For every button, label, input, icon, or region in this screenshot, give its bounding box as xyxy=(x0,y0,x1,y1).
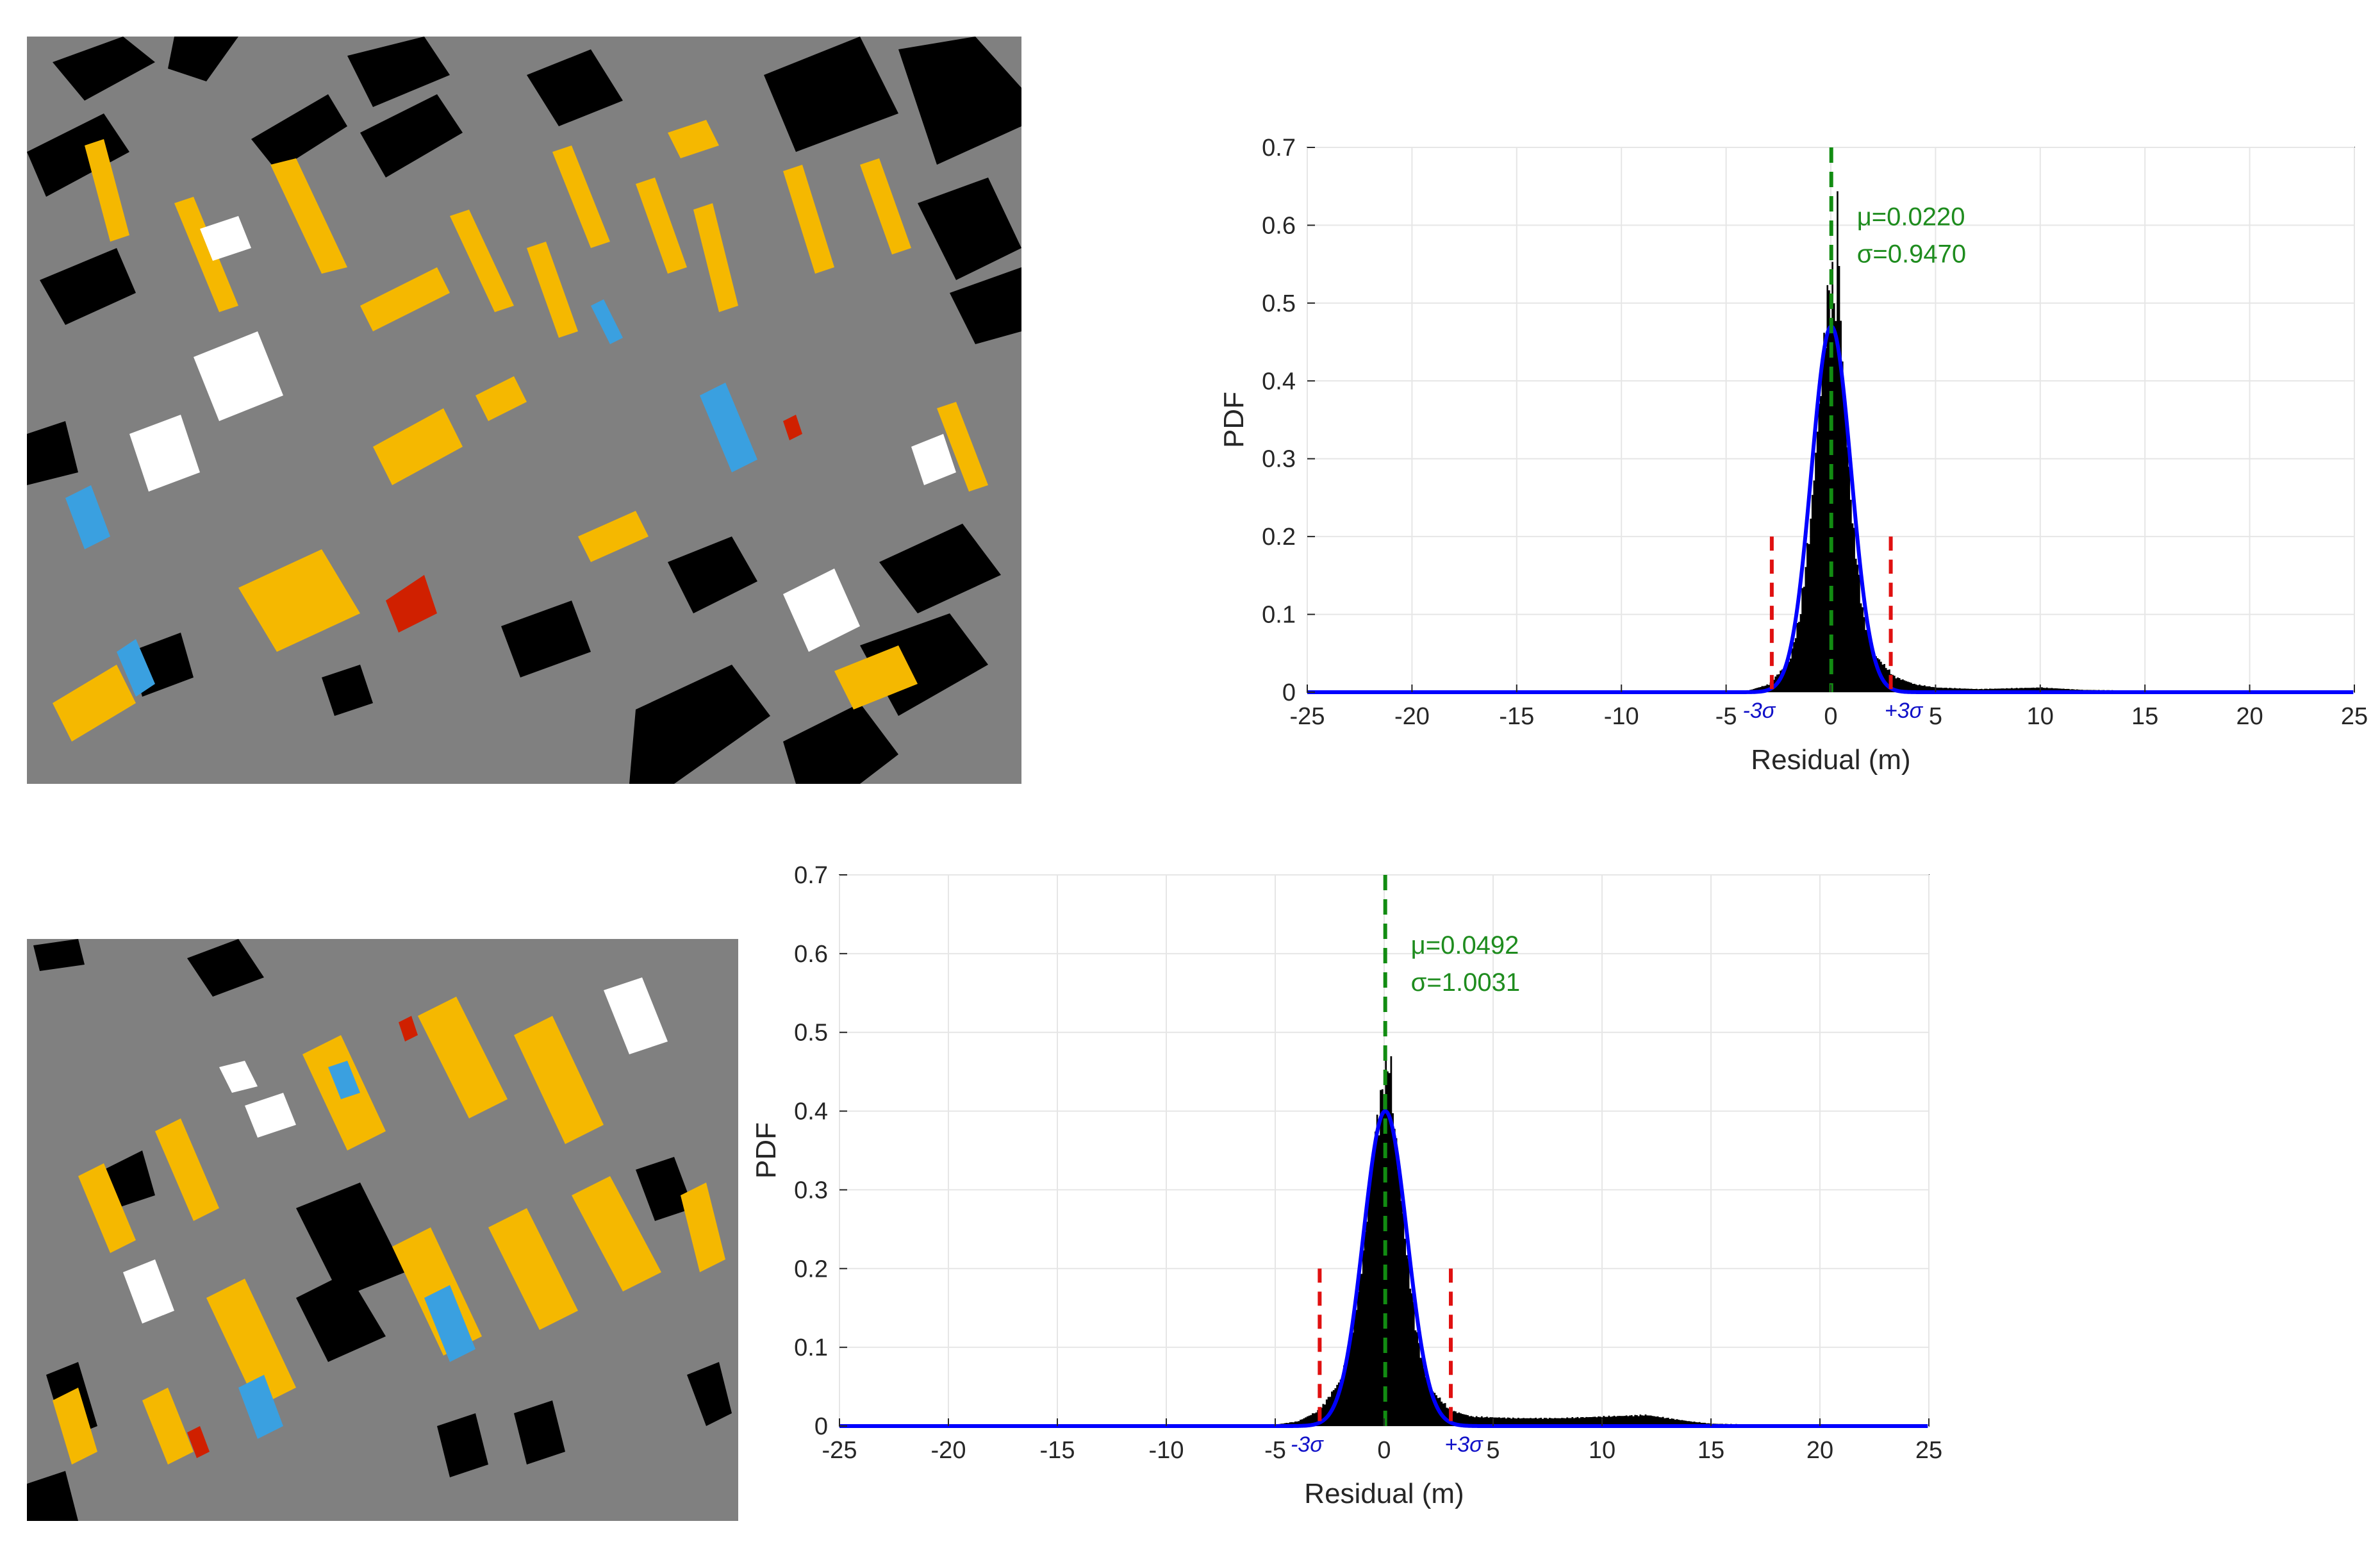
histogram-chart-top: -25 -20 -15 -10 -5 0 5 10 15 20 25 0 0.1 0.2 0.3 0.4 0.5… xyxy=(1218,135,2368,776)
map-bottom-image xyxy=(27,939,738,1521)
x-tick-label: 10 xyxy=(1589,1437,1616,1464)
x-tick-label: 0 xyxy=(1824,703,1837,730)
histogram-chart-bottom: -25 -20 -15 -10 -5 0 5 10 15 20 25 0 0.1 0.2 0.3 0.4 0.5… xyxy=(750,862,1942,1509)
gaussian-fit-curve xyxy=(839,1109,1928,1428)
x-tick-label: 20 xyxy=(2236,703,2263,730)
x-tick-label: 25 xyxy=(1915,1437,1942,1464)
map-top-image xyxy=(27,37,1021,784)
mean-annotation: μ=0.0492 xyxy=(1411,931,1519,959)
plus-3-sigma-label: +3σ xyxy=(1885,699,1924,723)
x-tick-label: -20 xyxy=(931,1437,966,1464)
residual-map-bottom xyxy=(27,939,738,1521)
x-tick-label: -20 xyxy=(1394,703,1430,730)
y-axis-label: PDF xyxy=(750,1122,782,1179)
x-tick-label: 15 xyxy=(2131,703,2158,730)
mean-annotation: μ=0.0220 xyxy=(1857,203,1965,231)
y-tick-label: 0.6 xyxy=(794,941,828,968)
y-tick-label: 0.6 xyxy=(1262,212,1296,239)
y-tick-label: 0 xyxy=(814,1413,828,1440)
residual-histogram-bottom: -25 -20 -15 -10 -5 0 5 10 15 20 25 0 0.1 0.2 0.3 0.4 0.5… xyxy=(737,849,1954,1535)
x-axis-label: Residual (m) xyxy=(1751,744,1910,776)
y-tick-label: 0.3 xyxy=(794,1177,828,1204)
x-tick-label: -10 xyxy=(1149,1437,1184,1464)
sigma-annotation: σ=0.9470 xyxy=(1857,240,1966,268)
y-tick-label: 0.2 xyxy=(1262,524,1296,551)
x-tick-label: 0 xyxy=(1377,1437,1391,1464)
y-tick-label: 0 xyxy=(1282,679,1296,706)
x-tick-label: -15 xyxy=(1040,1437,1075,1464)
x-tick-label: -25 xyxy=(822,1437,857,1464)
y-tick-label: 0.4 xyxy=(794,1099,828,1125)
residual-histogram-top: -25 -20 -15 -10 -5 0 5 10 15 20 25 0 0.1 0.2 0.3 0.4 0.5… xyxy=(1205,122,2380,801)
x-tick-label: 5 xyxy=(1929,703,1942,730)
minus-3-sigma-label: -3σ xyxy=(1743,699,1776,723)
y-tick-label: 0.1 xyxy=(1262,602,1296,629)
x-tick-label: 20 xyxy=(1806,1437,1833,1464)
x-tick-label: -25 xyxy=(1290,703,1325,730)
x-tick-label: 25 xyxy=(2341,703,2368,730)
plus-3-sigma-label: +3σ xyxy=(1444,1432,1483,1457)
x-tick-label: -15 xyxy=(1499,703,1534,730)
x-tick-label: -5 xyxy=(1715,703,1737,730)
x-tick-label: -5 xyxy=(1264,1437,1286,1464)
x-tick-label: 5 xyxy=(1486,1437,1500,1464)
y-tick-label: 0.4 xyxy=(1262,368,1296,395)
x-tick-label: 10 xyxy=(2027,703,2054,730)
residual-map-top xyxy=(27,37,1021,784)
x-tick-label: 15 xyxy=(1698,1437,1724,1464)
histogram-bars xyxy=(839,1049,1931,1426)
sigma-annotation: σ=1.0031 xyxy=(1411,968,1520,997)
y-tick-label: 0.7 xyxy=(1262,135,1296,162)
y-tick-label: 0.2 xyxy=(794,1256,828,1283)
y-tick-label: 0.5 xyxy=(794,1020,828,1047)
x-axis-label: Residual (m) xyxy=(1304,1478,1464,1509)
minus-3-sigma-label: -3σ xyxy=(1291,1432,1324,1457)
y-tick-label: 0.3 xyxy=(1262,446,1296,473)
y-tick-label: 0.5 xyxy=(1262,290,1296,317)
x-tick-label: -10 xyxy=(1604,703,1639,730)
y-tick-label: 0.1 xyxy=(794,1334,828,1361)
y-tick-label: 0.7 xyxy=(794,862,828,889)
y-axis-label: PDF xyxy=(1218,392,1250,448)
